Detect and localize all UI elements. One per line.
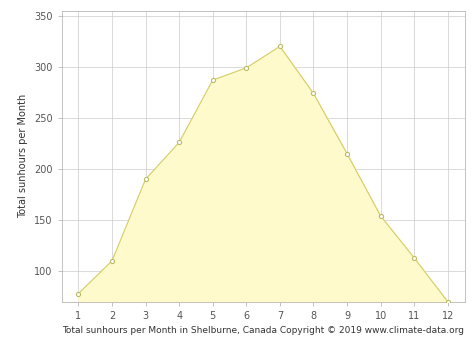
Y-axis label: Total sunhours per Month: Total sunhours per Month — [18, 94, 28, 218]
X-axis label: Total sunhours per Month in Shelburne, Canada Copyright © 2019 www.climate-data.: Total sunhours per Month in Shelburne, C… — [62, 326, 464, 335]
